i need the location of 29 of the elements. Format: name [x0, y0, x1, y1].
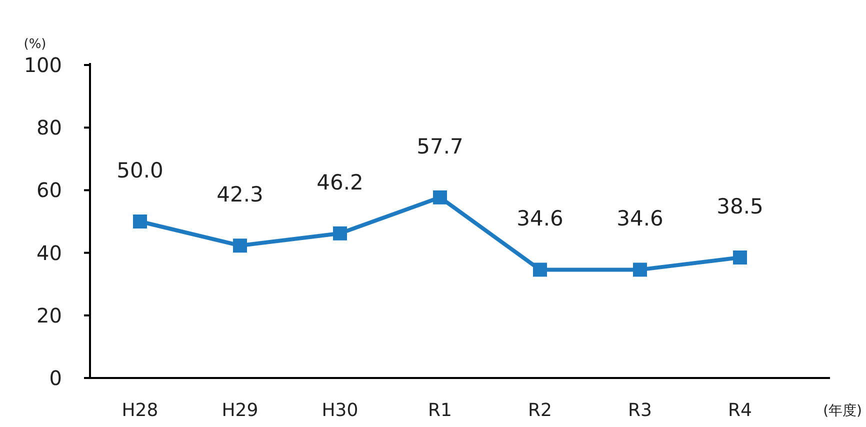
data-label: 34.6 [516, 206, 564, 231]
point [233, 238, 247, 253]
y-tick-label: 40 [36, 240, 62, 265]
x-axis-title: (年度) [823, 403, 862, 419]
data-label: 38.5 [716, 194, 764, 218]
data-label: 42.3 [216, 182, 264, 207]
data-label: 34.6 [616, 206, 664, 231]
x-tick-label: R3 [628, 400, 652, 421]
point [133, 214, 147, 228]
data-label: 57.7 [416, 134, 464, 158]
x-tick-label: R1 [428, 400, 452, 421]
y-tick-label: 100 [24, 53, 62, 77]
y-tick-label: 80 [36, 116, 62, 140]
x-tick-label: H28 [122, 400, 158, 421]
x-tick-label: R2 [528, 400, 552, 421]
point [633, 262, 647, 277]
y-tick-label: 20 [36, 303, 62, 328]
y-tick-label: 60 [36, 178, 62, 202]
point [533, 262, 547, 277]
point [433, 190, 447, 204]
data-label: 50.0 [116, 158, 164, 182]
point [733, 250, 747, 264]
y-tick-label: 0 [49, 366, 62, 390]
x-tick-label: H30 [322, 400, 358, 421]
data-label: 46.2 [316, 170, 364, 194]
y-axis-title: (%) [24, 37, 46, 52]
point [333, 226, 347, 240]
x-tick-label: H29 [222, 400, 258, 421]
x-tick-label: R4 [728, 400, 752, 421]
